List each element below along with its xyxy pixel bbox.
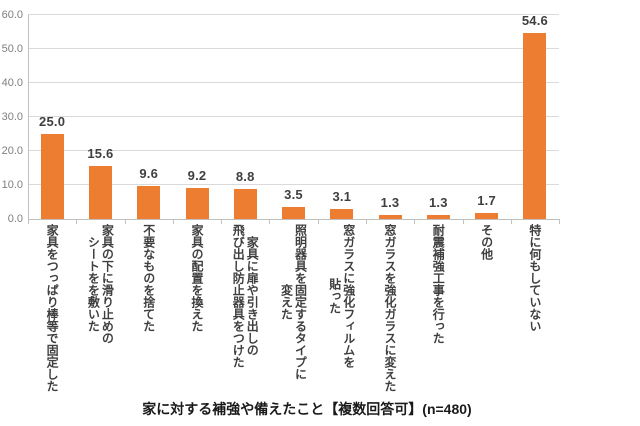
y-axis-tick-label: 50.0: [1, 43, 23, 55]
x-axis-tick: [510, 219, 512, 224]
y-axis-tick-label: 60.0: [1, 9, 23, 21]
bar-value-label: 1.3: [428, 194, 448, 210]
y-axis-tick-label: 30.0: [1, 111, 23, 123]
bar: [523, 33, 547, 219]
category-label: 窓ガラスを強化ガラスに変えた: [383, 224, 397, 392]
category-label: 家具の下に滑り止めの シートをを敷いた: [86, 224, 115, 344]
x-axis-tick: [124, 219, 126, 224]
bar: [233, 189, 257, 219]
bar: [426, 214, 450, 219]
y-axis-tick-label: 0.0: [7, 213, 23, 225]
bar-value-label: 54.6: [521, 13, 548, 29]
bar-value-label: 1.3: [380, 194, 400, 210]
bar: [378, 214, 402, 219]
x-axis-tick: [221, 219, 223, 224]
x-axis-tick: [269, 219, 271, 224]
category-label: 窓ガラスに強化フィルムを 貼った: [327, 224, 356, 368]
bar-value-label: 15.6: [87, 146, 114, 161]
y-gridline: [28, 14, 559, 15]
x-axis-tick: [365, 219, 367, 224]
y-axis-tick-label: 40.0: [1, 77, 23, 89]
chart-title: 家に対する補強や備えたこと【複数回答可】(n=480): [142, 401, 472, 417]
bar-value-label: 3.5: [284, 187, 303, 203]
bar: [475, 213, 499, 219]
category-label: その他: [479, 224, 494, 260]
category-label: 家具に扉や引き出しの 飛び出し防止器具をつけた: [231, 224, 260, 368]
bar-value-label: 8.8: [235, 169, 255, 185]
category-label: 不要なものを捨てた: [141, 224, 156, 332]
bar: [282, 207, 305, 219]
category-label: 照明器具を固定するタイプに 変えた: [279, 224, 308, 380]
x-axis-tick: [559, 219, 560, 224]
y-gridline: [28, 48, 559, 49]
y-gridline: [28, 150, 559, 151]
x-axis-tick: [28, 219, 29, 224]
bar: [185, 187, 209, 219]
bar: [330, 208, 354, 219]
bar-value-label: 25.0: [39, 114, 66, 129]
category-label: 家具の配置を換えた: [190, 224, 204, 332]
y-gridline: [28, 184, 559, 185]
y-axis-line: [28, 15, 29, 219]
x-axis-tick: [172, 219, 174, 224]
bar-value-label: 3.1: [332, 188, 352, 204]
x-axis-tick: [414, 219, 416, 224]
y-axis-tick-label: 10.0: [1, 179, 23, 191]
y-gridline: [28, 82, 559, 83]
bar: [88, 166, 112, 219]
category-label: 耐震補強工事を行った: [431, 224, 446, 344]
x-axis-tick: [317, 219, 319, 224]
bar-value-label: 9.6: [139, 166, 159, 182]
y-axis-tick-label: 20.0: [1, 145, 23, 157]
category-label: 特に何もしていない: [527, 224, 542, 332]
x-axis-line: [28, 219, 560, 220]
x-axis-tick: [462, 219, 464, 224]
bar-value-label: 1.7: [477, 193, 496, 209]
x-axis-tick: [76, 219, 78, 224]
bar: [137, 186, 161, 219]
category-label: 家具をつっぱり棒等で固定した: [45, 224, 60, 392]
y-gridline: [28, 116, 559, 117]
bar: [40, 134, 64, 219]
bar-value-label: 9.2: [187, 167, 207, 183]
